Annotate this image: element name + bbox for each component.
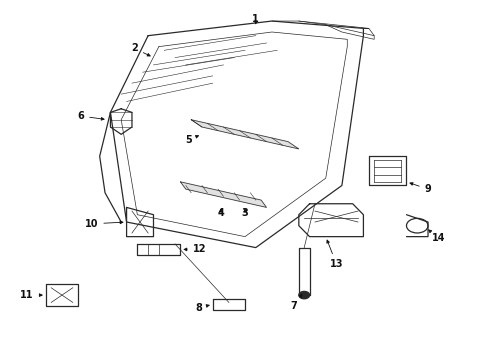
Text: 10: 10: [85, 219, 123, 229]
Polygon shape: [191, 120, 299, 149]
Text: 14: 14: [429, 230, 445, 243]
Text: 7: 7: [290, 294, 302, 311]
Text: 9: 9: [410, 183, 431, 194]
Text: 2: 2: [131, 44, 150, 56]
Text: 5: 5: [185, 135, 198, 145]
Text: 13: 13: [327, 240, 343, 269]
Text: 8: 8: [196, 303, 209, 313]
Polygon shape: [180, 182, 267, 207]
Circle shape: [299, 292, 310, 299]
Text: 3: 3: [242, 208, 248, 218]
Text: 4: 4: [218, 208, 224, 218]
Text: 6: 6: [77, 111, 104, 121]
Text: 12: 12: [184, 244, 206, 255]
Text: 1: 1: [252, 14, 259, 24]
Text: 11: 11: [20, 290, 42, 300]
